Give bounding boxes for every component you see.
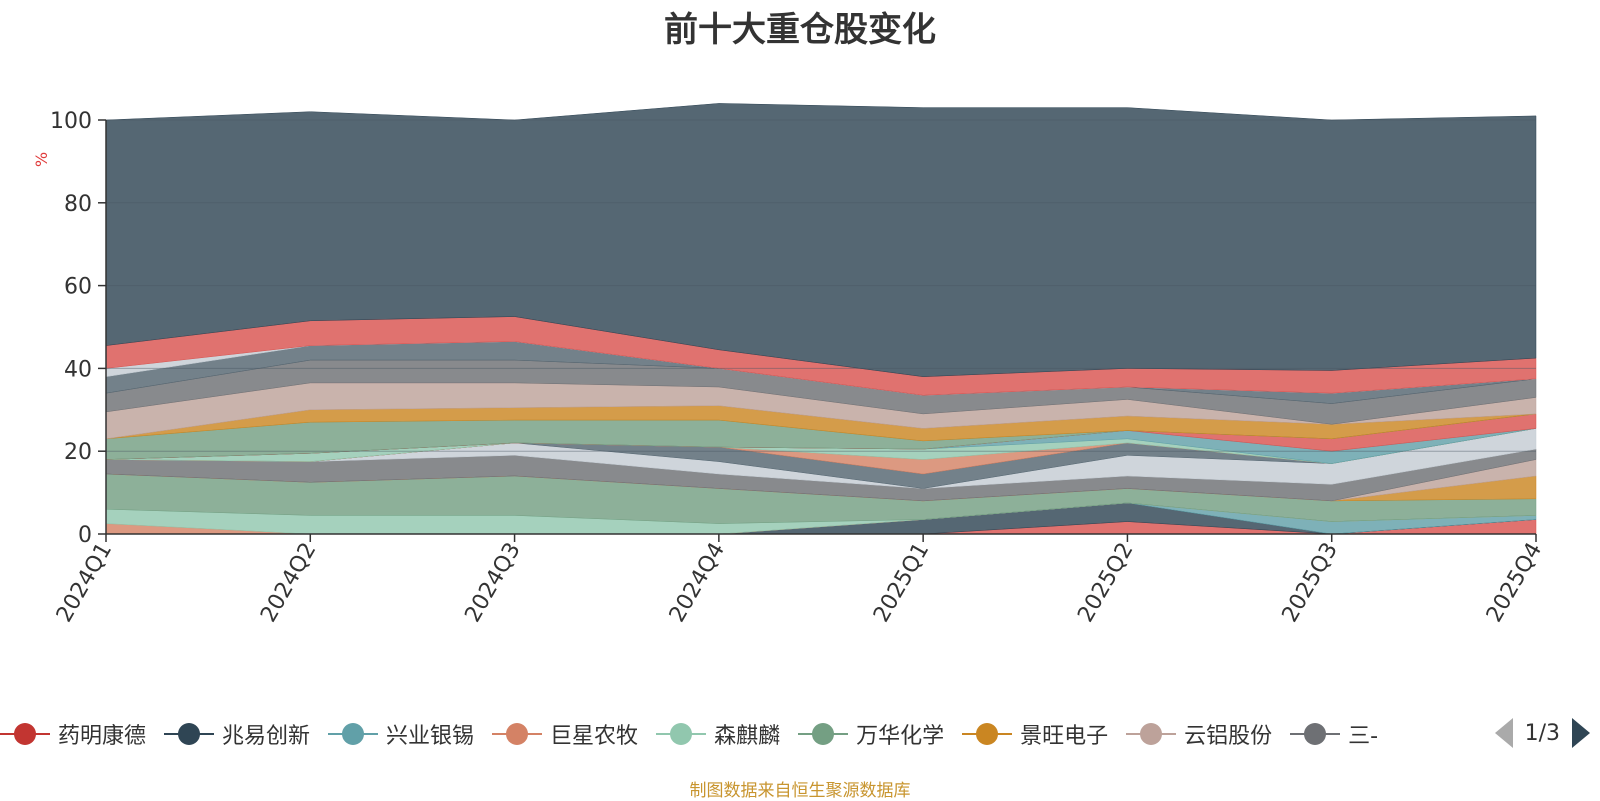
legend-item[interactable]: 云铝股份 <box>1126 718 1272 750</box>
legend-label: 三- <box>1348 724 1379 749</box>
legend-marker-icon <box>798 720 849 748</box>
legend-item[interactable]: 万华化学 <box>798 718 944 750</box>
legend-marker-icon <box>1126 720 1177 748</box>
stacked-area-chart: 0 20 40 60 80 100 2024Q1 2024Q2 2024Q3 2024Q4 2025… <box>50 103 1547 627</box>
x-tick-label: 2024Q3 <box>460 539 525 627</box>
legend-marker-icon <box>0 720 50 748</box>
legend-label: 兆易创新 <box>222 724 311 749</box>
x-tick-label: 2025Q3 <box>1278 539 1343 627</box>
legend-item[interactable]: 药明康德 <box>0 718 146 750</box>
x-tick-label: 2025Q2 <box>1073 539 1138 627</box>
legend-label: 森麒麟 <box>714 724 781 749</box>
legend-marker-icon <box>492 720 543 748</box>
legend-item[interactable]: 巨星农牧 <box>492 718 638 750</box>
y-tick-label: 0 <box>78 523 92 548</box>
y-tick-label: 60 <box>64 275 92 300</box>
grid-lines <box>106 119 1536 452</box>
legend-marker-icon <box>1290 720 1341 748</box>
x-tick-label: 2025Q1 <box>869 539 934 627</box>
prev-page-icon[interactable] <box>1494 718 1513 748</box>
legend-page-number: 1/3 <box>1524 720 1560 746</box>
legend-marker-icon <box>328 720 379 748</box>
y-tick-label: 100 <box>50 109 92 134</box>
legend-label: 巨星农牧 <box>550 724 639 749</box>
x-tick-label: 2024Q4 <box>665 539 730 627</box>
x-tick-label: 2024Q2 <box>256 539 321 627</box>
legend-marker-icon <box>962 720 1013 748</box>
legend-label: 兴业银锡 <box>386 724 475 749</box>
legend: 药明康德 兆易创新 兴业银锡 巨星农牧 森麒麟 万华化学 景旺电子 云铝股份 三- <box>0 714 1600 754</box>
data-source-note: 制图数据来自恒生聚源数据库 <box>689 781 911 801</box>
legend-marker-icon <box>164 720 215 748</box>
y-tick-label: 20 <box>64 440 92 465</box>
chart-title: 前十大重仓股变化 <box>664 10 936 50</box>
legend-marker-icon <box>656 720 707 748</box>
x-tick-label: 2025Q4 <box>1482 539 1547 627</box>
legend-item[interactable]: 三- <box>1290 718 1378 750</box>
y-tick-label: 40 <box>64 357 92 382</box>
legend-item[interactable]: 森麒麟 <box>656 718 780 750</box>
area-layers <box>105 103 1537 535</box>
legend-label: 万华化学 <box>856 724 945 749</box>
legend-item[interactable]: 兴业银锡 <box>328 718 474 750</box>
legend-label: 药明康德 <box>58 724 147 749</box>
y-tick-label: 80 <box>64 192 92 217</box>
next-page-icon[interactable] <box>1572 718 1590 748</box>
legend-label: 景旺电子 <box>1020 724 1109 749</box>
area-series-22[interactable] <box>105 103 1537 377</box>
legend-label: 云铝股份 <box>1184 724 1273 749</box>
legend-pager: 1/3 <box>1494 718 1590 748</box>
legend-item[interactable]: 景旺电子 <box>962 718 1108 750</box>
legend-item[interactable]: 兆易创新 <box>164 718 310 750</box>
x-tick-label: 2024Q1 <box>52 539 117 627</box>
